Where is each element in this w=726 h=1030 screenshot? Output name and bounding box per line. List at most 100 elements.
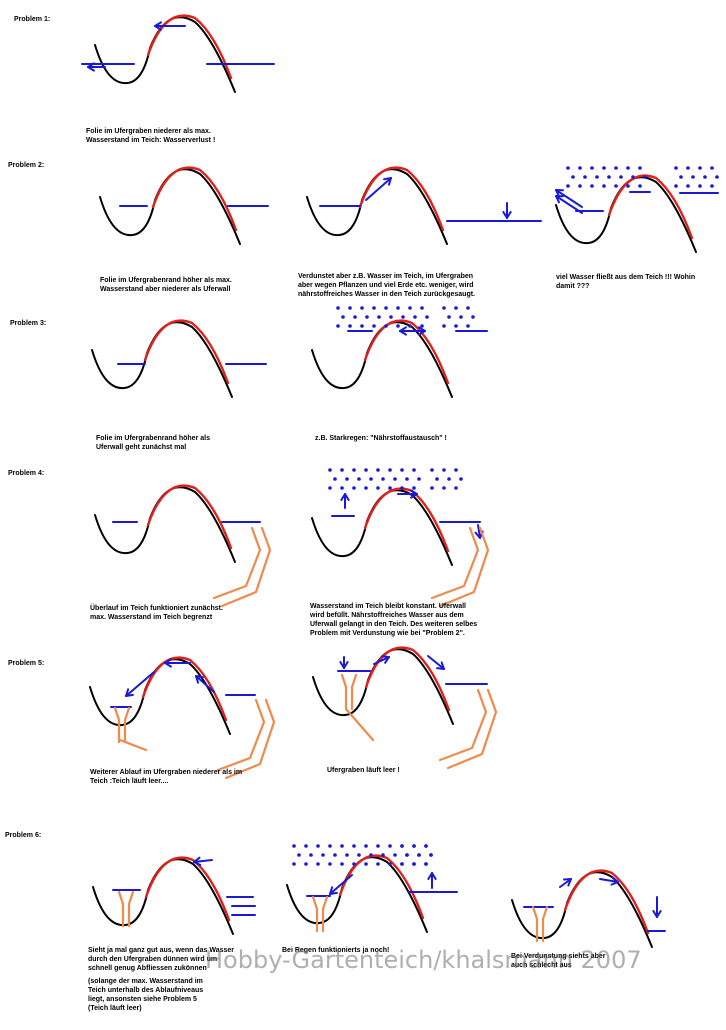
- p5b-drain-pipe-a: [340, 673, 348, 711]
- p6b-arrow-up-head: [431, 872, 437, 880]
- p4b-arrow-down: [477, 524, 481, 539]
- p4a-overflow-pipe-a: [212, 526, 262, 600]
- p3b-rain-right-drop: [442, 306, 446, 310]
- p6c-drain-pipe-b: [541, 905, 549, 943]
- p3b-rain-right-drop: [454, 306, 458, 310]
- p2c-rain-right-drop: [686, 184, 690, 188]
- p6b-rain-left-drop: [304, 862, 308, 866]
- watermark-text: Hobby-Gartenteich/khalsmann 2007: [205, 946, 642, 974]
- p6b-rain-left-drop: [321, 853, 325, 857]
- p5b-arrow-up-head: [381, 655, 390, 658]
- p3b-rain-left-drop: [372, 324, 376, 328]
- p6a-arrow-top-head: [193, 861, 202, 866]
- p6c-arrow-down-head: [656, 910, 662, 918]
- p3b-arrow-left-head: [399, 330, 407, 336]
- p5a-drain-pipe-a: [113, 706, 121, 744]
- p6a-section-liner: [144, 856, 231, 922]
- p5b-arrow-crest: [427, 655, 445, 670]
- p3b-rain-left-drop: [389, 315, 393, 319]
- p6b-rain-left-drop: [309, 853, 313, 857]
- p6b-rain-left-drop: [393, 853, 397, 857]
- p4b-rain-left-drop: [376, 468, 380, 472]
- p6b-rain-left-drop: [292, 844, 296, 848]
- p4b-rain-left-drop: [376, 486, 380, 490]
- p3b-rain-left-drop: [396, 324, 400, 328]
- p6b-rain-right-drop: [424, 862, 428, 866]
- problem-4-caption-1: Überlauf im Teich funktioniert zunächst.…: [90, 605, 223, 621]
- p2c-rain-left-drop: [614, 184, 618, 188]
- p5a-overflow-pipe-a: [216, 698, 266, 772]
- problem-1-caption: Folie im Ufergraben niederer als max. Wa…: [86, 128, 216, 144]
- p4b-rain-right-drop: [442, 486, 446, 490]
- p6b-rain-left-drop: [345, 853, 349, 857]
- p6a-drain-pipe-a: [117, 890, 125, 928]
- p3b-rain-left-drop: [420, 324, 424, 328]
- p6b-rain-left-drop: [297, 853, 301, 857]
- p2c-rain-right-drop: [686, 166, 690, 170]
- p6c-drain-pipe-a: [531, 905, 539, 943]
- problem-3-caption-2: z.B. Starkregen: "Nährstoffaustausch" !: [315, 435, 447, 442]
- p5a-arrow-left-head: [125, 693, 134, 697]
- p3b-rain-left-drop: [365, 315, 369, 319]
- p2c-rain-right-drop: [703, 175, 707, 179]
- p6c-arrow-right-head: [611, 876, 619, 883]
- problem-6-caption-1: Sieht ja mal ganz gut aus, wenn das Wass…: [88, 947, 235, 972]
- p3b-rain-left-drop: [341, 315, 345, 319]
- p4b-rain-left-drop: [388, 468, 392, 472]
- p6a-section-ground: [92, 858, 234, 935]
- p3b-rain-right-drop: [459, 315, 463, 319]
- p2c-rain-left-drop: [583, 175, 587, 179]
- p6c-arrow-up: [559, 878, 572, 888]
- p6a-drain-pipe-b: [127, 890, 135, 928]
- p5a-arrow-left: [125, 671, 155, 697]
- p6b-rain-right-drop: [417, 853, 421, 857]
- p2c-arrow-out-2: [555, 189, 583, 208]
- p4b-overflow-pipe-a: [430, 526, 480, 600]
- p5b-overflow-pipe-a: [438, 688, 488, 762]
- p4b-rain-left-drop: [328, 468, 332, 472]
- p4b-rain-left-drop: [328, 486, 332, 490]
- p1-section-liner: [146, 14, 233, 80]
- p4a-section-liner: [146, 484, 233, 550]
- p6b-rain-left-drop: [340, 844, 344, 848]
- p3b-rain-right-drop: [471, 315, 475, 319]
- p6b-rain-left-drop: [381, 853, 385, 857]
- p3b-rain-left-drop: [420, 306, 424, 310]
- p2c-rain-right-drop: [691, 175, 695, 179]
- p1-section-ground: [94, 16, 236, 93]
- p6b-rain-right-drop: [405, 853, 409, 857]
- p3b-rain-left-drop: [360, 324, 364, 328]
- p2c-rain-right-drop: [674, 184, 678, 188]
- problem-6-caption-3: Bei Regen funktionierts ja noch!: [282, 947, 390, 954]
- problem-2-caption-3: viel Wasser fließt aus dem Teich !!! Woh…: [556, 274, 696, 290]
- p3b-rain-left-drop: [413, 315, 417, 319]
- p4a-overflow-pipe-b: [220, 526, 272, 608]
- p5b-arrow-down-head: [343, 661, 349, 669]
- p5b-arrow-down-head: [339, 661, 345, 669]
- p1-arrow-left-head: [87, 66, 95, 72]
- p2c-rain-right-drop: [710, 184, 714, 188]
- p2c-rain-left-drop: [578, 184, 582, 188]
- p1-arrow-top-head: [154, 25, 162, 31]
- p6b-arrow-in: [329, 874, 353, 895]
- p2c-rain-left-drop: [571, 175, 575, 179]
- p5b-arrow-crest-head: [436, 667, 445, 670]
- p5b-arrow-up-head: [384, 656, 390, 664]
- p2c-rain-right-drop: [715, 175, 719, 179]
- p2b-arrow-down-head: [506, 211, 512, 219]
- problem-5-title: Problem 5:: [8, 660, 45, 667]
- p6b-rain-left-drop: [328, 862, 332, 866]
- problem-4-title: Problem 4:: [8, 470, 45, 477]
- p2c-rain-left-drop: [631, 175, 635, 179]
- p6c-section-liner: [563, 869, 650, 935]
- p3b-rain-left-drop: [353, 315, 357, 319]
- p6b-rain-left-drop: [304, 844, 308, 848]
- p4b-rain-left-drop: [352, 486, 356, 490]
- p6c-arrow-down-head: [652, 910, 658, 918]
- p6b-section-ground: [286, 856, 428, 933]
- p4b-rain-left-drop: [352, 468, 356, 472]
- p3b-rain-left-drop: [336, 324, 340, 328]
- p6b-section-liner: [338, 854, 425, 920]
- problem-3-title: Problem 3:: [10, 320, 47, 327]
- p3a-section-liner: [143, 319, 230, 385]
